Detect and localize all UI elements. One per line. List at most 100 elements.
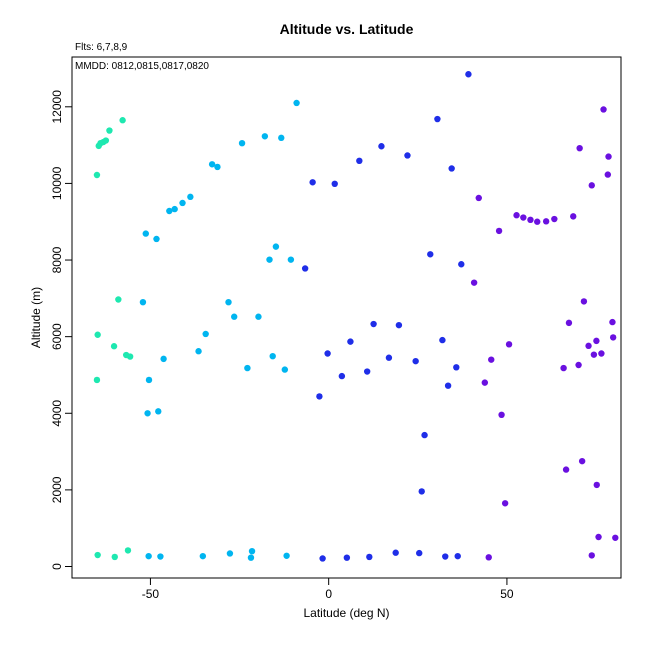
data-point [505, 341, 513, 348]
data-point [576, 144, 583, 152]
data-point [416, 549, 423, 557]
x-tick-label: -50 [142, 587, 160, 601]
data-point [244, 364, 251, 372]
data-point [272, 243, 280, 250]
data-point [157, 553, 164, 560]
data-point [588, 552, 595, 559]
y-tick-label: 0 [50, 563, 64, 570]
data-point [231, 313, 238, 320]
data-point [588, 182, 595, 189]
data-point [458, 261, 465, 268]
data-point [418, 488, 425, 495]
data-point [551, 215, 558, 223]
data-point [570, 213, 577, 220]
chart-annotation: MMDD: 0812,0815,0817,0820 [75, 61, 209, 72]
data-point [585, 342, 592, 350]
data-point [527, 216, 534, 224]
data-point [427, 251, 434, 258]
data-point [145, 376, 153, 384]
y-axis-label: Altitude (m) [29, 287, 43, 348]
x-axis-label: Latitude (deg N) [303, 606, 389, 620]
data-point [283, 552, 290, 559]
data-point [153, 235, 160, 243]
data-point [247, 554, 255, 561]
data-point [145, 552, 152, 560]
data-point [444, 382, 452, 389]
data-point [565, 319, 573, 327]
data-point [281, 366, 289, 373]
data-point [208, 161, 216, 168]
data-point [287, 256, 295, 263]
data-point [453, 364, 460, 371]
data-point [238, 139, 246, 147]
data-point [392, 549, 399, 556]
data-point [604, 171, 612, 178]
data-point [580, 298, 588, 305]
data-point [195, 348, 202, 355]
data-point [498, 411, 505, 419]
data-point [609, 318, 616, 326]
data-point [412, 357, 419, 365]
data-point [485, 554, 492, 561]
data-point [598, 350, 605, 357]
data-point [214, 163, 221, 171]
data-point [454, 552, 461, 560]
data-point [605, 153, 612, 160]
data-point [395, 321, 403, 329]
data-point [226, 550, 234, 557]
y-tick-label: 8000 [50, 246, 64, 273]
data-point [600, 106, 607, 113]
data-point [448, 165, 455, 172]
data-point [293, 99, 300, 107]
data-point [102, 137, 110, 144]
data-point [160, 355, 167, 363]
data-point [609, 334, 617, 341]
chart-title: Altitude vs. Latitude [280, 21, 414, 37]
data-point [331, 180, 338, 188]
data-point [278, 134, 285, 142]
data-point [93, 376, 101, 384]
data-point [94, 551, 101, 559]
data-point [593, 481, 600, 489]
data-point [199, 552, 207, 560]
data-point [488, 356, 495, 363]
data-point [612, 534, 619, 541]
data-point [363, 368, 371, 375]
data-point [343, 554, 351, 561]
y-tick-label: 2000 [50, 476, 64, 503]
data-point [439, 336, 446, 344]
data-point [225, 298, 232, 306]
data-point [575, 361, 582, 369]
data-point [179, 199, 186, 207]
data-point [590, 351, 598, 358]
data-point [301, 265, 309, 272]
data-point [266, 256, 273, 263]
data-point [470, 279, 478, 286]
chart-subtitle: Flts: 6,7,8,9 [75, 42, 128, 53]
data-point [513, 212, 520, 219]
data-point [593, 337, 600, 345]
data-point [434, 115, 441, 123]
data-point [142, 230, 149, 237]
data-point [495, 227, 503, 235]
data-point [442, 553, 449, 560]
data-point [347, 338, 354, 345]
data-point [139, 298, 147, 306]
data-point [110, 343, 118, 350]
data-point [481, 379, 489, 386]
data-point [562, 466, 570, 473]
y-tick-label: 6000 [50, 323, 64, 350]
data-point [202, 330, 209, 338]
data-point [370, 320, 377, 328]
data-point [356, 157, 363, 165]
data-point [324, 350, 331, 357]
data-point [501, 500, 509, 507]
data-point [261, 133, 269, 140]
data-point [126, 353, 134, 360]
data-point [366, 553, 373, 561]
x-axis: -50 0 50 [142, 577, 514, 601]
y-tick-label: 4000 [50, 400, 64, 427]
data-point [378, 143, 385, 150]
data-point [106, 127, 113, 134]
